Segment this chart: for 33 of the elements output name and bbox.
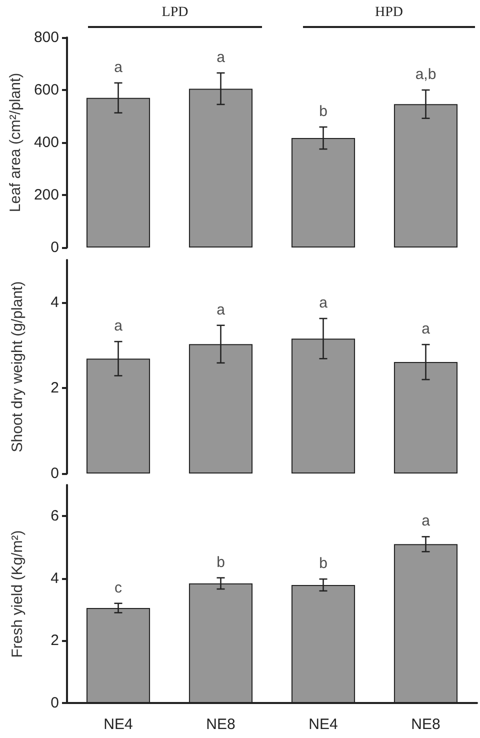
- text: LPD: [160, 4, 190, 22]
- data-label: a: [422, 320, 431, 338]
- data-label: b: [216, 554, 225, 571]
- data-label: c: [114, 579, 122, 596]
- data-label: a: [114, 318, 124, 335]
- y-tick-label: 0: [50, 694, 59, 712]
- data-label: a: [216, 48, 226, 66]
- y-tick-label: 800: [34, 29, 59, 46]
- y-tick-label: 2: [50, 632, 59, 650]
- x-tick-label: NE4: [104, 716, 133, 733]
- y-axis-title: Leaf area (cm²/plant): [7, 72, 24, 212]
- y-tick-label: 4: [50, 570, 59, 587]
- x-tick-label: NE8: [411, 716, 440, 733]
- y-tick-label: 0: [50, 465, 59, 482]
- data-label: b: [319, 103, 328, 120]
- x-tick-label: NE4: [308, 716, 338, 733]
- y-tick-label: 200: [34, 186, 59, 204]
- y-tick-label: 0: [50, 239, 59, 256]
- y-axis-title: Fresh yield (Kg/m²): [9, 530, 26, 658]
- data-label: b: [319, 555, 328, 572]
- y-tick-label: 2: [50, 380, 59, 397]
- y-tick-label: 400: [34, 134, 59, 151]
- data-label: a: [319, 294, 328, 312]
- y-tick-label: 4: [50, 294, 59, 312]
- data-label: a: [216, 301, 226, 318]
- x-tick-label: NE8: [206, 716, 236, 733]
- y-tick-label: 6: [50, 508, 59, 525]
- y-tick-label: 600: [34, 82, 59, 98]
- data-label: a: [422, 512, 431, 530]
- data-label: a,b: [415, 66, 436, 83]
- y-axis-title: Shoot dry weight (g/plant): [9, 281, 26, 452]
- data-label: a: [114, 58, 124, 76]
- text: HPD: [374, 4, 404, 22]
